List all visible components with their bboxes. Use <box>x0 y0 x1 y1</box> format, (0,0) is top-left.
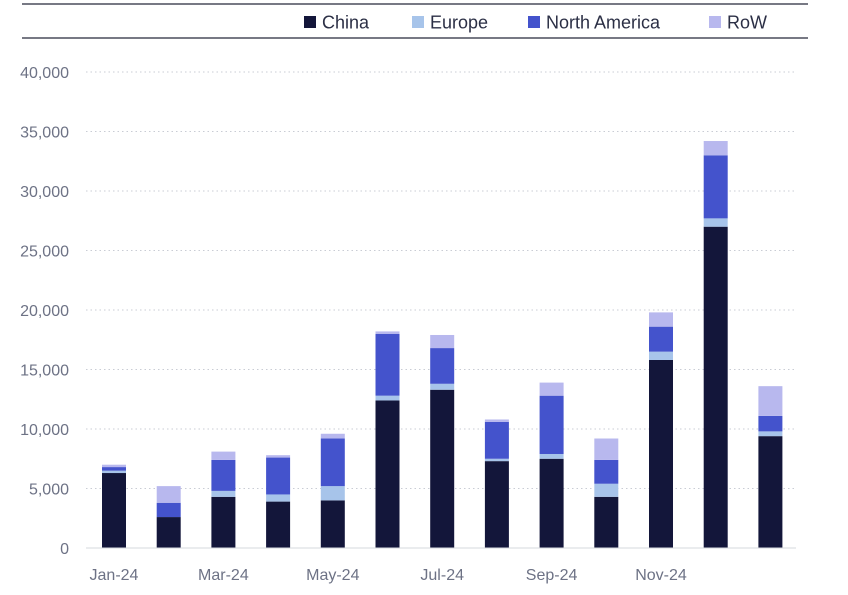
grid <box>86 71 796 489</box>
bar-stack-sep-24 <box>539 382 564 548</box>
bar-china-jul-24 <box>430 389 455 548</box>
bar-north-america-jul-24 <box>430 348 455 384</box>
legend-label: Europe <box>430 13 488 33</box>
bar-north-america-feb-24 <box>156 502 181 518</box>
legend-item-row: RoW <box>709 13 767 33</box>
bar-china-oct-24 <box>594 496 619 548</box>
bar-north-america-aug-24 <box>484 421 509 459</box>
bar-stack-oct-24 <box>594 438 619 548</box>
bar-china-aug-24 <box>484 461 509 548</box>
y-tick-label: 25,000 <box>20 244 69 261</box>
x-tick-label: Mar-24 <box>198 567 249 584</box>
bar-north-america-nov-24 <box>649 326 673 352</box>
bar-europe-jul-24 <box>430 383 455 390</box>
legend: China Europe North America RoW <box>304 13 767 33</box>
x-tick-label: Jan-24 <box>90 567 139 584</box>
bar-europe-apr-24 <box>266 494 291 502</box>
bar-stack-feb-24 <box>156 486 181 548</box>
bar-north-america-mar-24 <box>211 459 236 491</box>
bar-north-america-jan-24 <box>102 467 126 471</box>
bar-row-dec-24 <box>703 141 728 156</box>
bar-europe-nov-24 <box>649 351 673 360</box>
y-tick-label: 35,000 <box>20 125 69 142</box>
bar-north-america-sep-24 <box>539 395 564 454</box>
legend-item-china: China <box>304 13 370 33</box>
x-tick-label: May-24 <box>306 567 359 584</box>
bar-europe-oct-24 <box>594 483 619 497</box>
bar-europe-sep-24 <box>539 453 564 459</box>
legend-item-europe: Europe <box>412 13 488 33</box>
y-tick-label: 20,000 <box>20 303 69 320</box>
y-tick-label: 5,000 <box>29 482 69 499</box>
legend-label: China <box>322 13 370 33</box>
y-tick-label: 30,000 <box>20 184 69 201</box>
bar-row-jul-24 <box>430 334 455 349</box>
bar-stack-jun-24 <box>375 331 400 548</box>
bar-stack-may-24 <box>320 433 345 548</box>
bar-stack-aug-24 <box>484 419 509 548</box>
bar-stack-apr-24 <box>266 455 291 548</box>
bar-row-may-24 <box>320 433 345 439</box>
bar-china-dec-24 <box>703 226 728 548</box>
legend-item-north-america: North America <box>528 13 661 33</box>
bar-north-america-jun-24 <box>375 333 400 396</box>
bar-row-feb-24 <box>156 486 181 503</box>
bar-stack-jul-24 <box>430 334 455 548</box>
legend-swatch <box>528 16 540 28</box>
bar-china-jan-24 <box>102 473 126 548</box>
bar-row-oct-24 <box>594 438 619 460</box>
y-tick-label: 15,000 <box>20 363 69 380</box>
bar-stack-mar-24 <box>211 451 236 548</box>
bar-europe-mar-24 <box>211 490 236 497</box>
bar-china-jun-24 <box>375 400 400 548</box>
bar-china-mar-24 <box>211 496 236 548</box>
x-axis: Jan-24 Mar-24 May-24 Jul-24 Sep-24 Nov-24 <box>90 567 687 584</box>
bar-row-nov-24 <box>649 312 673 327</box>
bar-china-nov-24 <box>649 359 673 548</box>
bar-china-jan-25 <box>758 436 783 548</box>
bar-europe-jan-24 <box>102 470 126 474</box>
x-tick-label: Jul-24 <box>420 567 464 584</box>
legend-swatch <box>412 16 424 28</box>
y-tick-label: 0 <box>60 541 69 558</box>
bar-row-jan-25 <box>758 386 783 416</box>
x-tick-label: Nov-24 <box>635 567 687 584</box>
bar-china-feb-24 <box>156 517 181 548</box>
bar-north-america-oct-24 <box>594 459 619 484</box>
bar-row-mar-24 <box>211 451 236 460</box>
bar-stack-jan-24 <box>102 464 126 548</box>
y-axis: 0 5,000 10,000 15,000 20,000 25,000 30,000 35,0… <box>20 65 69 558</box>
bar-north-america-dec-24 <box>703 155 728 219</box>
bars <box>102 141 783 548</box>
bar-row-sep-24 <box>539 382 564 396</box>
bar-north-america-jan-25 <box>758 415 783 432</box>
bar-europe-jun-24 <box>375 395 400 401</box>
bar-row-apr-24 <box>266 455 291 458</box>
legend-swatch <box>709 16 721 28</box>
legend-label: RoW <box>727 13 767 33</box>
bar-china-may-24 <box>320 500 345 548</box>
bar-europe-dec-24 <box>703 218 728 227</box>
x-tick-label: Sep-24 <box>526 567 578 584</box>
bar-europe-may-24 <box>320 486 345 501</box>
legend-label: North America <box>546 13 661 33</box>
bar-stack-nov-24 <box>649 312 673 548</box>
bar-china-apr-24 <box>266 501 291 548</box>
bar-row-jun-24 <box>375 331 400 334</box>
bar-china-sep-24 <box>539 458 564 548</box>
bar-north-america-apr-24 <box>266 457 291 495</box>
bar-europe-jan-25 <box>758 431 783 437</box>
y-tick-label: 40,000 <box>20 65 69 82</box>
bar-stack-dec-24 <box>703 141 728 548</box>
bar-row-aug-24 <box>484 419 509 422</box>
y-tick-label: 10,000 <box>20 422 69 439</box>
bar-stack-jan-25 <box>758 386 783 548</box>
legend-swatch <box>304 16 316 28</box>
bar-north-america-may-24 <box>320 438 345 487</box>
bar-europe-aug-24 <box>484 458 509 462</box>
bar-row-jan-24 <box>102 464 126 468</box>
